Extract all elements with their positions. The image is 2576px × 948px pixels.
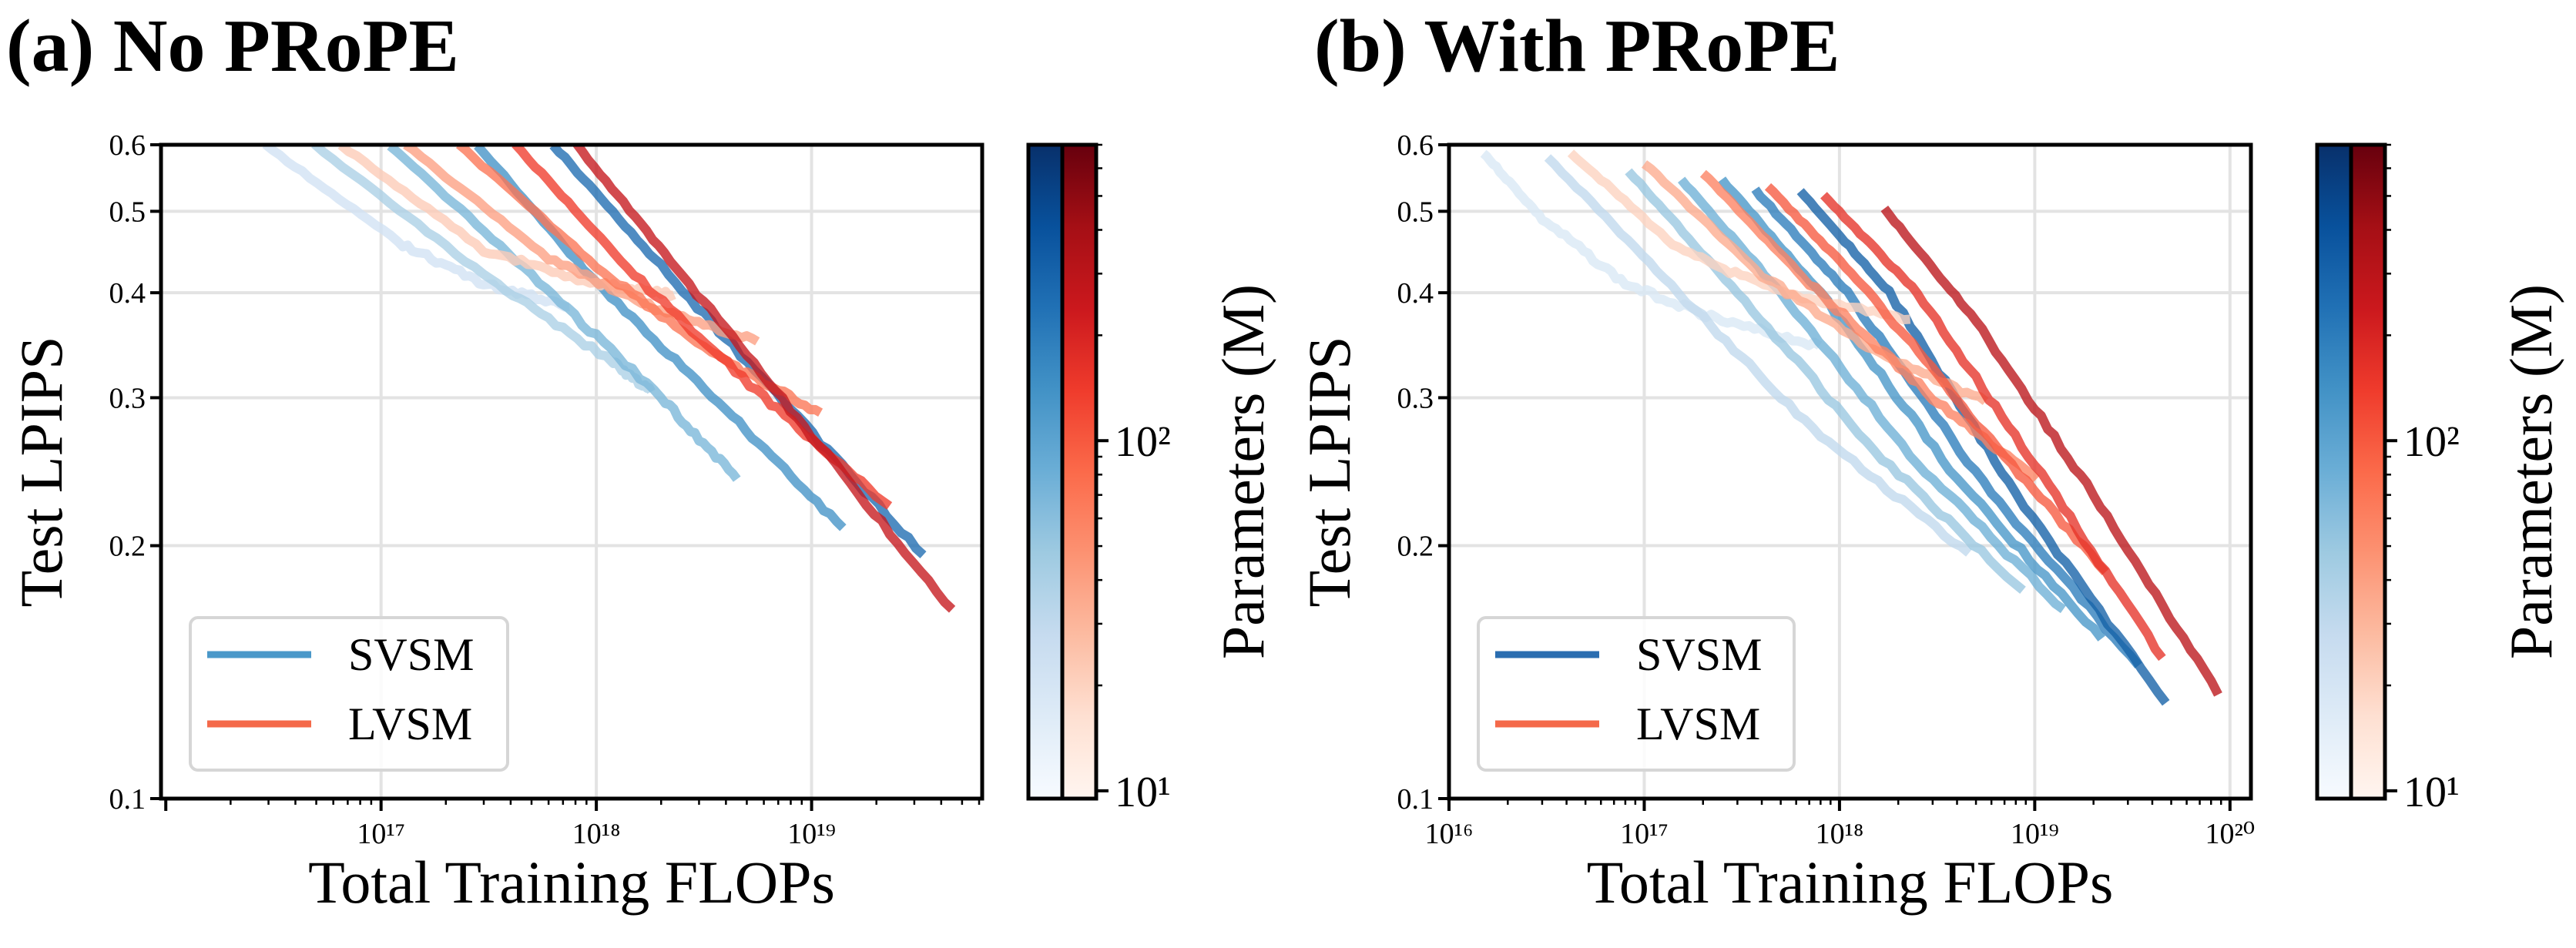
x-tick-label: 10¹⁷: [357, 818, 405, 850]
panel-title: (b) With PRoPE: [1314, 5, 1840, 88]
series-line-svsm: [262, 145, 570, 312]
axes-frame: [159, 142, 984, 801]
colorbar-tick-label: 10¹: [2403, 769, 2460, 816]
y-tick-label: 0.1: [109, 783, 146, 816]
y-tick-label: 0.4: [1397, 277, 1434, 310]
y-axis-label: Test LPIPS: [8, 336, 75, 607]
colorbar-tick-label: 10²: [2403, 418, 2460, 466]
colorbar-reds: [1060, 142, 1098, 801]
series-group: [262, 145, 956, 613]
series-line-svsm: [1718, 176, 2105, 641]
y-tick-label: 0.6: [1397, 129, 1434, 162]
x-axis-label: Total Training FLOPs: [1587, 849, 2114, 916]
colorbar-tick-label: 10²: [1115, 418, 1171, 466]
colorbar-reds: [2349, 142, 2387, 801]
series-line-svsm: [1796, 188, 2170, 706]
x-tick-label: 10¹⁸: [1816, 818, 1864, 850]
y-tick-label: 0.4: [109, 277, 146, 310]
y-tick-label: 0.2: [1397, 531, 1434, 563]
panel-b: (b) With PRoPE 0.1 0.2 0.3 0.4 0.5 0.6 10¹⁶ 10¹⁷…: [1296, 5, 2564, 916]
legend-label: LVSM: [348, 698, 472, 749]
legend-label: LVSM: [1636, 698, 1760, 749]
x-tick-label: 10¹⁶: [1425, 818, 1474, 850]
colorbar-blues: [2315, 142, 2353, 801]
y-tick-label: 0.6: [109, 129, 146, 162]
series-line-lvsm: [1764, 183, 2109, 575]
x-axis-label: Total Training FLOPs: [308, 849, 835, 916]
series-line-svsm: [1751, 186, 2142, 668]
axes-frame: [1447, 142, 2253, 801]
colorbar-tick-label: 10¹: [1115, 769, 1171, 816]
series-group: [1480, 149, 2222, 706]
legend-label: SVSM: [1636, 629, 1762, 680]
series-line-svsm: [1678, 176, 2066, 614]
y-tick-label: 0.3: [1397, 382, 1434, 414]
series-line-svsm: [1544, 154, 1972, 557]
series-line-svsm: [1480, 149, 1823, 350]
series-line-svsm: [1625, 168, 2026, 595]
colorbar-blues: [1026, 142, 1065, 801]
series-line-lvsm: [1880, 206, 2222, 697]
y-tick-label: 0.2: [109, 531, 146, 563]
series-line-svsm: [311, 145, 656, 394]
y-tick-label: 0.1: [1397, 783, 1434, 816]
x-tick-label: 10²⁰: [2205, 818, 2256, 850]
y-tick-label: 0.5: [1397, 196, 1434, 228]
y-axis-label: Test LPIPS: [1296, 336, 1363, 607]
y-tick-label: 0.5: [109, 196, 146, 228]
panel-a: (a) No PRoPE 0.1 0.2 0.3 0.4 0.5 0.6 10¹⁷ 10¹⁸ 10…: [6, 5, 1276, 916]
series-line-lvsm: [1820, 192, 2166, 662]
x-tick-label: 10¹⁷: [1620, 818, 1669, 850]
series-line-lvsm: [572, 145, 956, 613]
series-line-lvsm: [403, 145, 760, 346]
colorbar-label: Parameters (M): [1209, 284, 1276, 659]
series-line-svsm: [387, 145, 741, 482]
y-tick-label: 0.3: [109, 382, 146, 414]
x-tick-label: 10¹⁸: [572, 818, 621, 850]
x-tick-label: 10¹⁹: [2011, 818, 2059, 850]
x-tick-label: 10¹⁹: [787, 818, 836, 850]
legend-label: SVSM: [348, 629, 474, 680]
series-line-lvsm: [1567, 149, 1911, 325]
series-line-lvsm: [1641, 160, 1989, 405]
panel-title: (a) No PRoPE: [6, 5, 459, 88]
colorbar-label: Parameters (M): [2497, 284, 2564, 659]
